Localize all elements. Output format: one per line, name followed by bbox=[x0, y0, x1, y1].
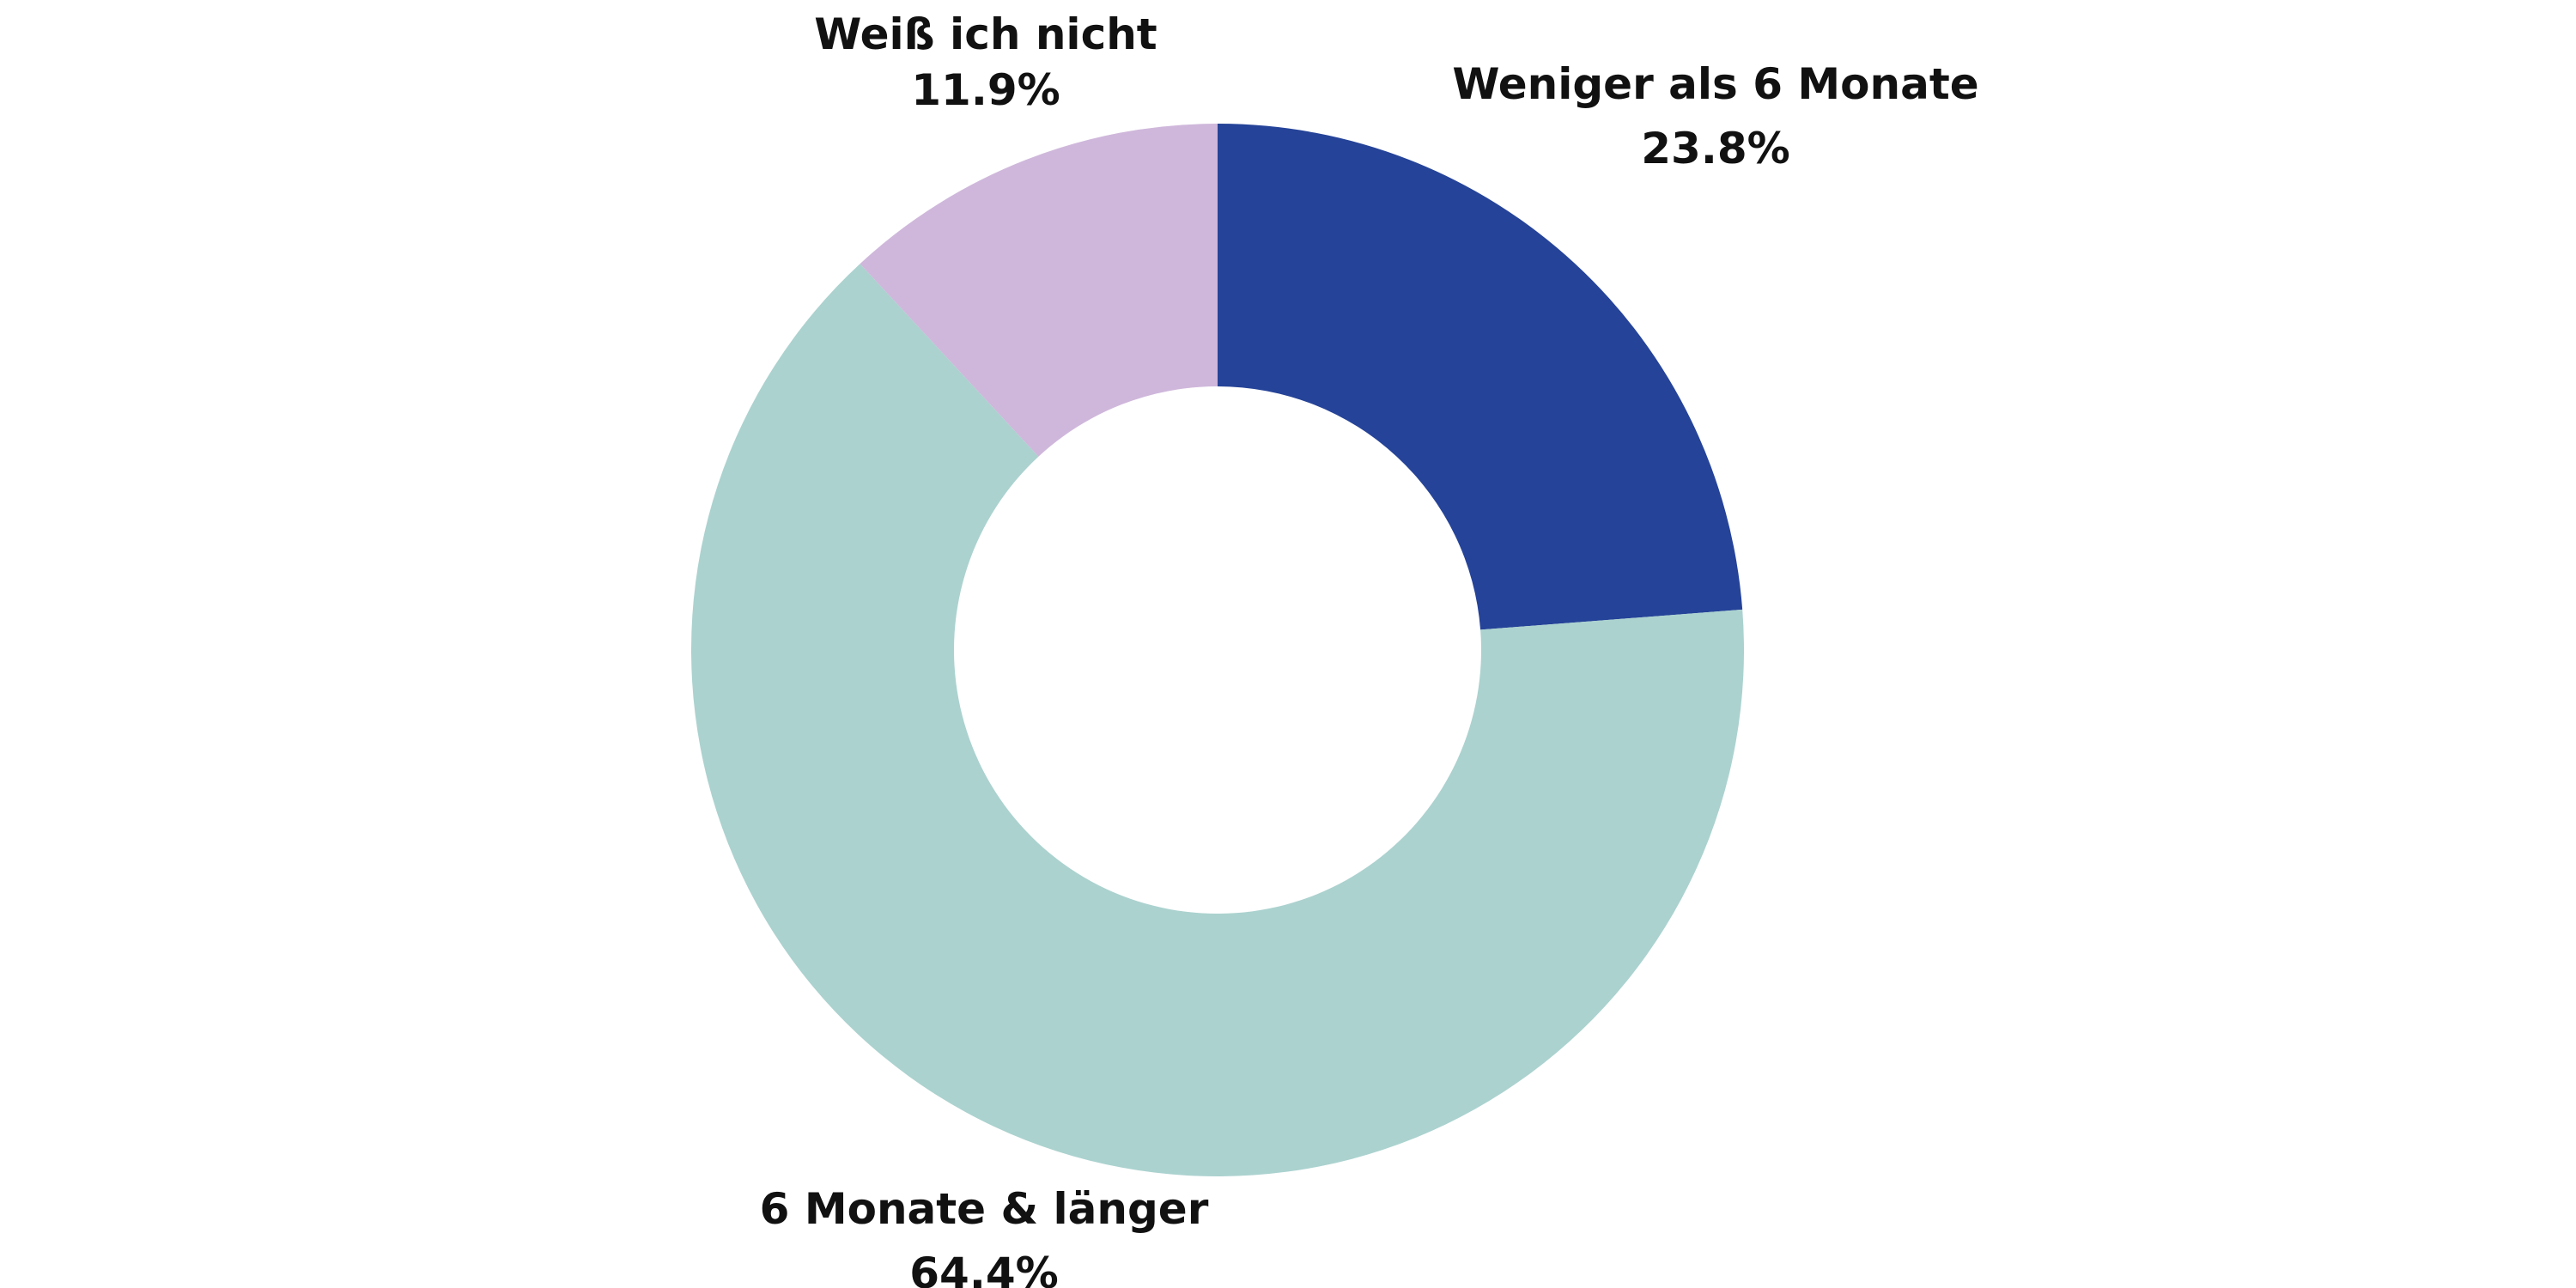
slice-label-value-2: 11.9% bbox=[911, 65, 1060, 115]
donut-slices bbox=[690, 124, 1744, 1177]
slice-label-value-1: 64.4% bbox=[909, 1249, 1058, 1288]
slice-label-name-1: 6 Monate & länger bbox=[760, 1184, 1209, 1234]
donut-slice-2 bbox=[860, 124, 1218, 457]
donut-slice-1 bbox=[690, 264, 1744, 1177]
slice-label-name-0: Weniger als 6 Monate bbox=[1452, 59, 1978, 109]
slice-label-name-2: Weiß ich nicht bbox=[814, 9, 1157, 59]
slice-label-value-0: 23.8% bbox=[1641, 124, 1789, 173]
donut-slice-0 bbox=[1218, 124, 1743, 630]
